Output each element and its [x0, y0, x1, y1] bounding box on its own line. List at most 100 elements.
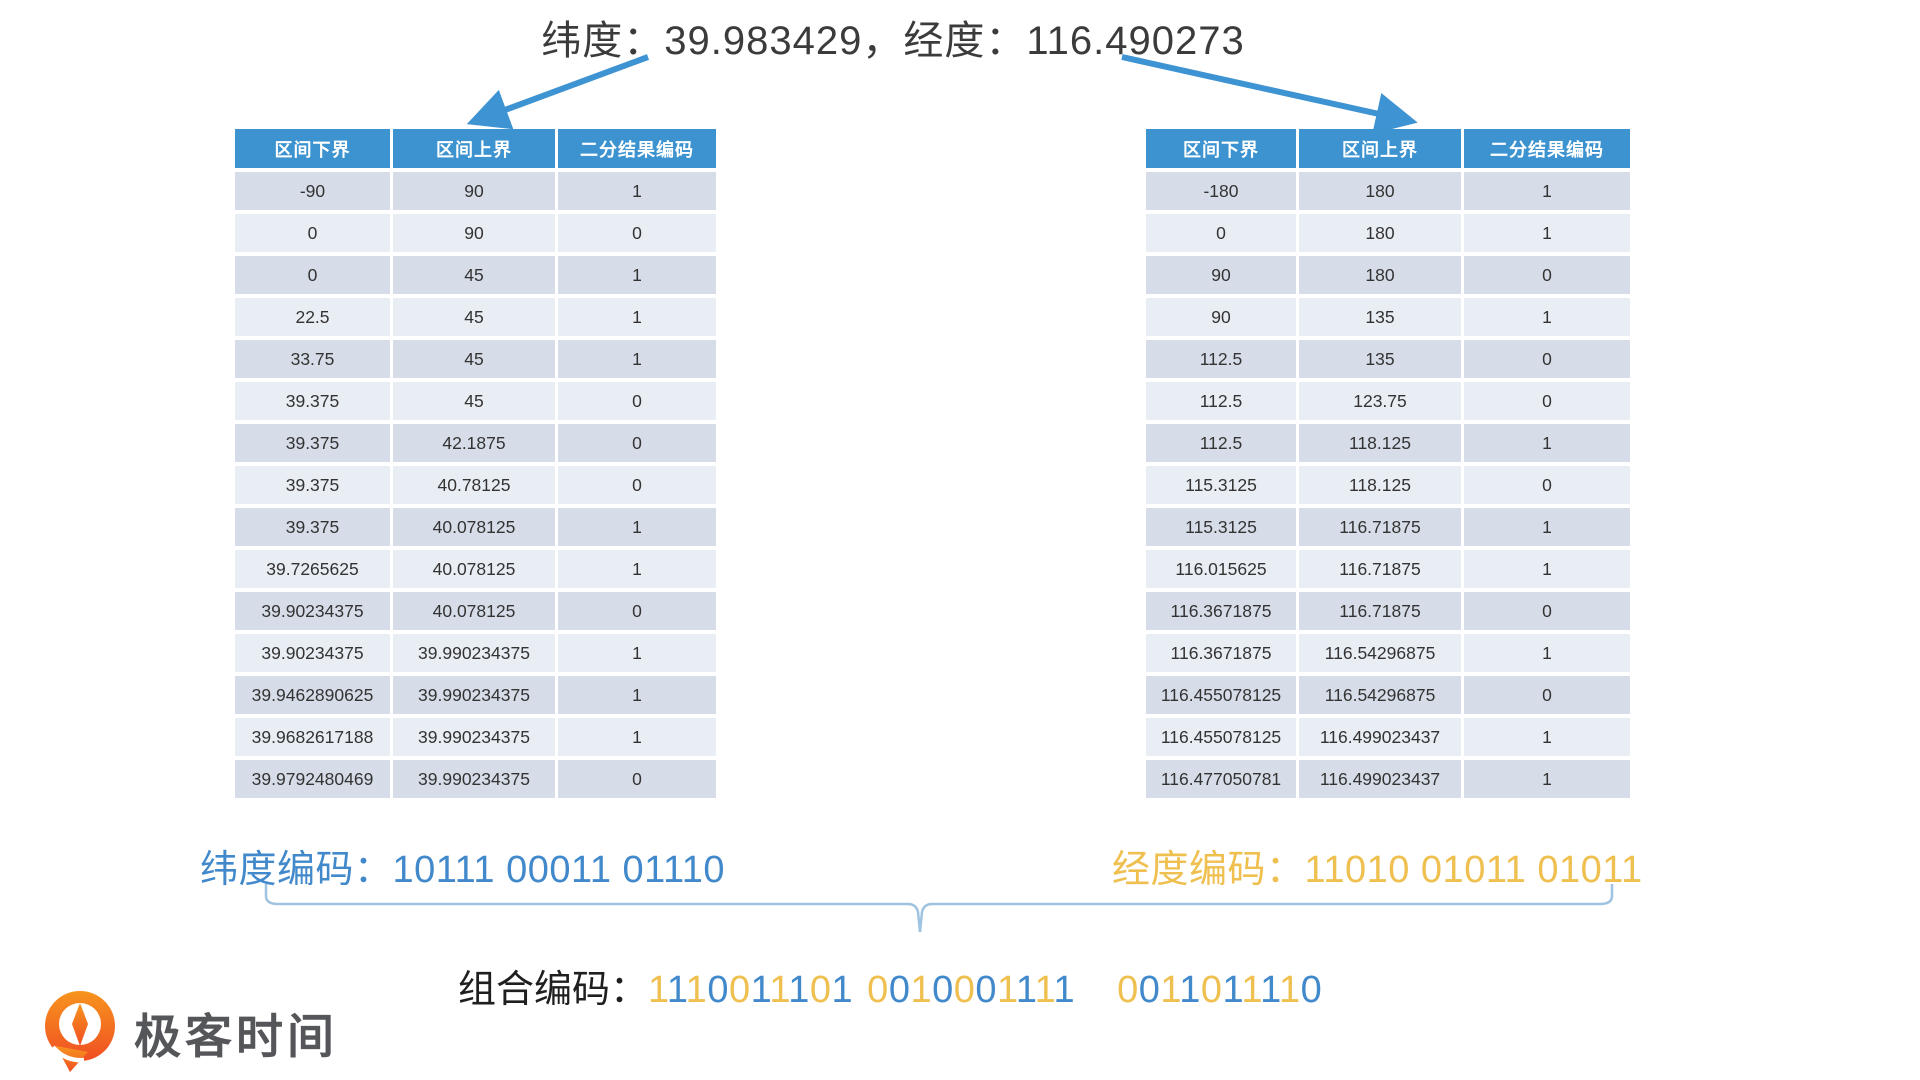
table-cell: 40.78125: [393, 466, 555, 504]
table-cell: 39.990234375: [393, 760, 555, 798]
combined-code-digit: 1: [750, 969, 771, 1011]
table-cell: 115.3125: [1146, 466, 1296, 504]
table-cell: 39.375: [235, 424, 390, 462]
table-cell: 0: [558, 760, 716, 798]
table-cell: 1: [1464, 424, 1630, 462]
column-header: 区间上界: [393, 129, 555, 168]
table-cell: 39.990234375: [393, 676, 555, 714]
table-cell: 0: [1464, 340, 1630, 378]
combined-code-digit: 1: [1180, 969, 1201, 1011]
table-cell: 116.71875: [1299, 508, 1461, 546]
column-header: 二分结果编码: [1464, 129, 1630, 168]
table-cell: 1: [558, 256, 716, 294]
table-cell: 39.7265625: [235, 550, 390, 588]
combined-code-digit: 1: [648, 969, 669, 1011]
table-cell: 0: [1464, 256, 1630, 294]
latitude-code-value: 10111 00011 01110: [392, 849, 726, 891]
table-cell: 118.125: [1299, 424, 1461, 462]
table-cell: 1: [1464, 550, 1630, 588]
table-cell: 0: [558, 424, 716, 462]
table-cell: 39.375: [235, 466, 390, 504]
combined-code-digit: 0: [1138, 969, 1161, 1011]
combined-code-digit: 0: [953, 969, 976, 1011]
longitude-code: 经度编码：11010 01011 01011: [1112, 838, 1643, 893]
table-cell: 116.499023437: [1299, 760, 1461, 798]
table-cell: 40.078125: [393, 550, 555, 588]
table-cell: 116.455078125: [1146, 676, 1296, 714]
table-cell: 135: [1299, 298, 1461, 336]
table-cell: 112.5: [1146, 340, 1296, 378]
table-cell: 90: [393, 172, 555, 210]
combined-code-digit: 1: [1242, 969, 1262, 1011]
table-cell: -90: [235, 172, 390, 210]
table-cell: 180: [1299, 172, 1461, 210]
table-cell: 1: [1464, 172, 1630, 210]
table-cell: 39.990234375: [393, 718, 555, 756]
table-cell: 33.75: [235, 340, 390, 378]
table-cell: 1: [558, 676, 716, 714]
combined-code-digit: 1: [1160, 969, 1181, 1011]
table-cell: 45: [393, 256, 555, 294]
latitude-code-label: 纬度编码：: [200, 849, 393, 891]
table-cell: 1: [558, 634, 716, 672]
combined-code-group: 1110011101: [648, 969, 853, 1011]
geektime-logo-text: 极客时间: [134, 1009, 338, 1063]
table-cell: 116.477050781: [1146, 760, 1296, 798]
table-cell: 1: [1464, 634, 1630, 672]
table-cell: 123.75: [1299, 382, 1461, 420]
table-cell: 40.078125: [393, 508, 555, 546]
combined-code-digit: 1: [831, 969, 854, 1011]
column-header: 区间下界: [235, 129, 390, 168]
combined-code-digit: 1: [1222, 969, 1243, 1011]
table-cell: 0: [558, 214, 716, 252]
table-cell: 45: [393, 382, 555, 420]
table-cell: 90: [1146, 298, 1296, 336]
table-cell: 0: [558, 592, 716, 630]
table-cell: 118.125: [1299, 466, 1461, 504]
table-cell: 116.455078125: [1146, 718, 1296, 756]
table-cell: 39.9462890625: [235, 676, 390, 714]
table-cell: 1: [1464, 508, 1630, 546]
table-cell: 0: [1464, 676, 1630, 714]
table-cell: 180: [1299, 256, 1461, 294]
combined-code-digit: 0: [809, 969, 832, 1011]
combined-code-digit: 0: [1300, 969, 1323, 1011]
table-cell: 112.5: [1146, 424, 1296, 462]
table-cell: 112.5: [1146, 382, 1296, 420]
table-cell: 0: [1464, 592, 1630, 630]
combined-code-digit: 1: [1036, 969, 1055, 1011]
table-cell: 1: [1464, 718, 1630, 756]
table-cell: 39.90234375: [235, 592, 390, 630]
geektime-logo: 极客时间: [40, 990, 338, 1074]
longitude-table: 区间下界 区间上界 二分结果编码 -180 180 1 0 180 1 90 180 0 90 135 1 1…: [1146, 129, 1630, 798]
latitude-code: 纬度编码：10111 00011 01110: [200, 838, 725, 893]
combined-code-value: 1110011101 0010001111 0011011110: [648, 969, 1322, 1011]
table-cell: 0: [1464, 466, 1630, 504]
table-cell: 116.54296875: [1299, 676, 1461, 714]
coordinates-title: 纬度：39.983429，经度：116.490273: [541, 19, 1245, 63]
table-cell: 39.375: [235, 508, 390, 546]
table-cell: 1: [558, 508, 716, 546]
combined-code-digit: 1: [770, 969, 790, 1011]
table-cell: 0: [558, 382, 716, 420]
table-cell: 0: [1146, 214, 1296, 252]
combined-code-label: 组合编码：: [458, 969, 649, 1011]
combined-code-digit: 1: [910, 969, 933, 1011]
table-cell: -180: [1146, 172, 1296, 210]
table-cell: 90: [1146, 256, 1296, 294]
table-cell: 1: [1464, 298, 1630, 336]
combined-code-digit: 1: [668, 969, 688, 1011]
latitude-table: 区间下界 区间上界 二分结果编码 -90 90 1 0 90 0 0 45 1 22.5 45 1 33.75…: [235, 129, 716, 798]
combined-code-digit: 1: [687, 969, 708, 1011]
table-cell: 1: [1464, 760, 1630, 798]
combined-code-digit: 1: [1017, 969, 1037, 1011]
combined-code-digit: 1: [997, 969, 1018, 1011]
longitude-arrow-icon: [1121, 54, 1418, 135]
table-cell: 1: [1464, 214, 1630, 252]
combined-code-digit: 0: [728, 969, 751, 1011]
table-cell: 115.3125: [1146, 508, 1296, 546]
table-cell: 180: [1299, 214, 1461, 252]
table-cell: 1: [558, 172, 716, 210]
longitude-code-value: 11010 01011 01011: [1304, 849, 1643, 891]
table-cell: 0: [558, 466, 716, 504]
